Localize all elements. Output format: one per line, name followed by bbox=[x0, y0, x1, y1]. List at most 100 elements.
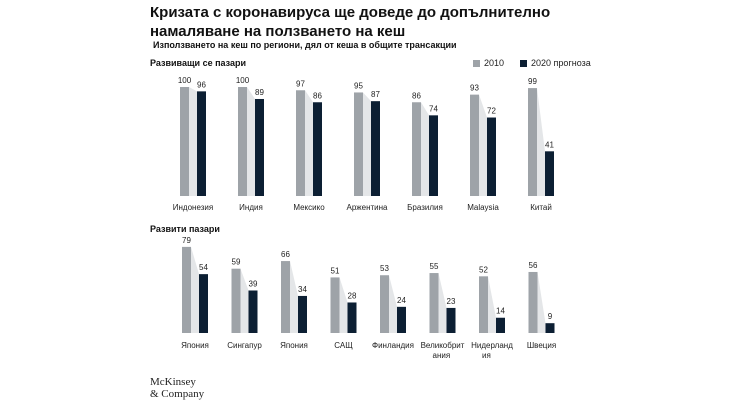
logo-line-2: & Company bbox=[150, 388, 205, 400]
bar-2020 bbox=[199, 274, 208, 333]
bar-2010 bbox=[296, 90, 305, 196]
bar-connector bbox=[363, 92, 371, 196]
category-label: Финландия bbox=[372, 341, 414, 350]
bar-connector bbox=[537, 271, 546, 333]
bar-2010 bbox=[354, 92, 363, 196]
legend: 2010 2020 прогноза bbox=[473, 58, 591, 68]
data-label-2020: 23 bbox=[447, 297, 456, 306]
chart-title: Кризата с коронавируса ще доведе до допъ… bbox=[150, 4, 551, 40]
data-label-2020: 54 bbox=[199, 263, 208, 272]
data-label-2020: 39 bbox=[249, 279, 258, 288]
bar-2020 bbox=[496, 317, 505, 333]
bar-2010 bbox=[528, 271, 538, 333]
mckinsey-logo: McKinsey & Company bbox=[150, 376, 204, 400]
bar-connector bbox=[191, 246, 199, 333]
category-label: Бразилия bbox=[407, 203, 443, 212]
data-label-2010: 93 bbox=[470, 84, 479, 93]
bar-2020 bbox=[313, 102, 322, 196]
category-label: ания bbox=[433, 351, 451, 360]
data-label-2020: 41 bbox=[545, 140, 554, 149]
bar-2010 bbox=[182, 246, 191, 333]
category-label: Китай bbox=[530, 203, 552, 212]
bar-connector bbox=[240, 268, 249, 333]
data-label-2020: 24 bbox=[397, 296, 406, 305]
bar-connector bbox=[389, 275, 397, 333]
bar-2010 bbox=[429, 273, 439, 333]
data-label-2020: 14 bbox=[496, 307, 505, 316]
data-label-2020: 28 bbox=[348, 291, 357, 300]
bar-2020 bbox=[545, 323, 555, 333]
data-label-2010: 52 bbox=[479, 265, 488, 274]
data-label-2010: 86 bbox=[412, 91, 421, 100]
legend-label-2010: 2010 bbox=[484, 58, 505, 68]
category-label: Аржентина bbox=[346, 203, 388, 212]
data-label-2020: 86 bbox=[313, 91, 322, 100]
data-label-2010: 55 bbox=[430, 262, 439, 271]
data-label-2010: 79 bbox=[182, 236, 191, 245]
data-label-2020: 96 bbox=[197, 80, 206, 89]
bar-connector bbox=[305, 90, 313, 196]
bar-connector bbox=[339, 277, 348, 333]
section-title-emerging: Развиващи се пазари bbox=[150, 58, 247, 68]
data-label-2020: 72 bbox=[487, 107, 496, 116]
bar-connector bbox=[488, 276, 496, 333]
bar-2020 bbox=[197, 91, 206, 196]
bar-connector bbox=[479, 94, 487, 196]
category-label: Индонезия bbox=[173, 203, 213, 212]
bar-2010 bbox=[380, 275, 389, 333]
category-label: Malaysia bbox=[467, 203, 499, 212]
category-label: Мексико bbox=[293, 203, 325, 212]
bar-2010 bbox=[231, 268, 241, 333]
data-label-2020: 9 bbox=[548, 312, 553, 321]
category-label: Великобрит bbox=[421, 341, 465, 350]
bar-2020 bbox=[545, 151, 554, 196]
category-label: Нидерланд bbox=[471, 341, 513, 350]
bar-2020 bbox=[298, 295, 307, 333]
bar-2020 bbox=[446, 307, 456, 333]
data-label-2010: 66 bbox=[281, 250, 290, 259]
bar-2020 bbox=[487, 117, 496, 196]
category-label: САЩ bbox=[334, 341, 353, 350]
bar-2010 bbox=[180, 87, 189, 196]
logo-line-1: McKinsey bbox=[150, 376, 196, 388]
data-label-2020: 87 bbox=[371, 90, 380, 99]
data-label-2010: 51 bbox=[331, 266, 340, 275]
data-label-2010: 100 bbox=[178, 76, 192, 85]
bar-2020 bbox=[429, 115, 438, 196]
legend-label-2020: 2020 прогноза bbox=[531, 58, 591, 68]
data-label-2020: 74 bbox=[429, 104, 438, 113]
data-label-2010: 97 bbox=[296, 79, 305, 88]
bar-connector bbox=[189, 87, 197, 196]
data-label-2020: 89 bbox=[255, 88, 264, 97]
bar-2020 bbox=[255, 98, 264, 196]
bar-2020 bbox=[371, 101, 380, 196]
bar-2010 bbox=[479, 276, 488, 333]
category-label: Швеция bbox=[527, 341, 556, 350]
category-label: Япония bbox=[181, 341, 209, 350]
bar-2010 bbox=[412, 102, 421, 196]
bar-connector bbox=[247, 87, 255, 196]
data-label-2010: 100 bbox=[236, 76, 250, 85]
bar-2020 bbox=[248, 290, 258, 333]
data-label-2010: 56 bbox=[529, 261, 538, 270]
category-label: Индия bbox=[239, 203, 263, 212]
data-label-2010: 53 bbox=[380, 264, 389, 273]
bar-2010 bbox=[470, 94, 479, 196]
data-label-2010: 95 bbox=[354, 81, 363, 90]
data-label-2010: 99 bbox=[528, 77, 537, 86]
chart-subtitle: Използването на кеш по региони, дял от к… bbox=[153, 40, 457, 50]
legend-swatch-2010 bbox=[473, 59, 480, 67]
legend-swatch-2020 bbox=[520, 59, 528, 67]
data-label-2010: 59 bbox=[232, 258, 241, 267]
bar-connector bbox=[537, 88, 545, 196]
bar-2010 bbox=[281, 261, 290, 333]
category-label: Япония bbox=[280, 341, 308, 350]
bar-2010 bbox=[528, 88, 537, 196]
bar-2010 bbox=[238, 87, 247, 196]
bar-connector bbox=[421, 102, 429, 196]
data-label-2020: 34 bbox=[298, 285, 307, 294]
section-title-developed: Развити пазари bbox=[150, 224, 220, 234]
bar-2020 bbox=[397, 306, 406, 333]
category-label: Сингапур bbox=[227, 341, 262, 350]
